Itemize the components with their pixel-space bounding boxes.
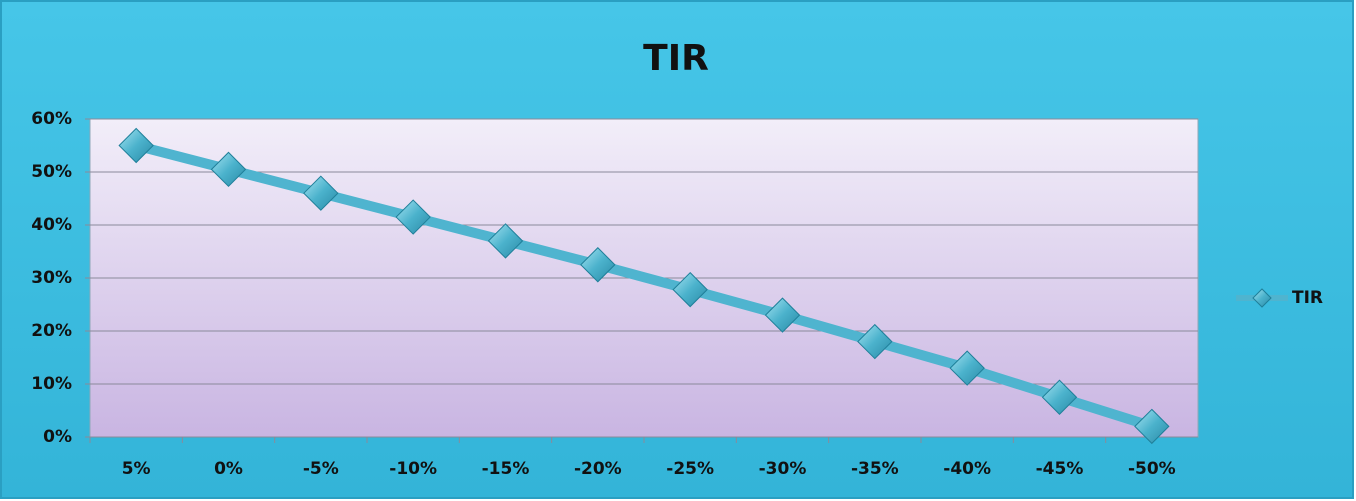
x-tick-label: -50% — [1128, 459, 1176, 479]
x-tick-label: -40% — [943, 459, 991, 479]
x-tick-label: -35% — [851, 459, 899, 479]
x-tick-label: 5% — [122, 459, 151, 479]
y-tick-label: 20% — [31, 321, 72, 341]
data-point — [118, 127, 154, 164]
x-tick-label: -10% — [389, 459, 437, 479]
x-tick-label: -5% — [303, 459, 339, 479]
data-point — [1134, 408, 1170, 445]
x-tick-label: -15% — [482, 459, 530, 479]
data-point — [672, 271, 708, 308]
data-point — [487, 223, 524, 259]
y-tick-label: 50% — [31, 162, 72, 182]
data-point — [395, 199, 431, 235]
data-point — [580, 247, 616, 283]
data-point — [764, 297, 801, 333]
legend-marker — [1252, 288, 1272, 308]
y-tick-label: 40% — [31, 215, 72, 235]
data-point — [949, 350, 985, 386]
chart-title: TIR — [643, 38, 709, 79]
data-point — [1041, 379, 1078, 415]
y-tick-label: 0% — [43, 427, 72, 447]
x-tick-label: 0% — [214, 459, 243, 479]
data-point — [857, 323, 893, 360]
y-tick-label: 10% — [31, 374, 72, 394]
x-tick-label: -45% — [1036, 459, 1084, 479]
x-tick-label: -25% — [666, 459, 714, 479]
y-tick-label: 30% — [31, 268, 72, 288]
data-point — [210, 151, 247, 188]
data-point — [303, 175, 339, 211]
y-tick-label: 60% — [31, 109, 72, 129]
legend-label: TIR — [1292, 288, 1323, 308]
series-line — [134, 140, 1154, 432]
x-tick-label: -20% — [574, 459, 622, 479]
x-tick-label: -30% — [759, 459, 807, 479]
